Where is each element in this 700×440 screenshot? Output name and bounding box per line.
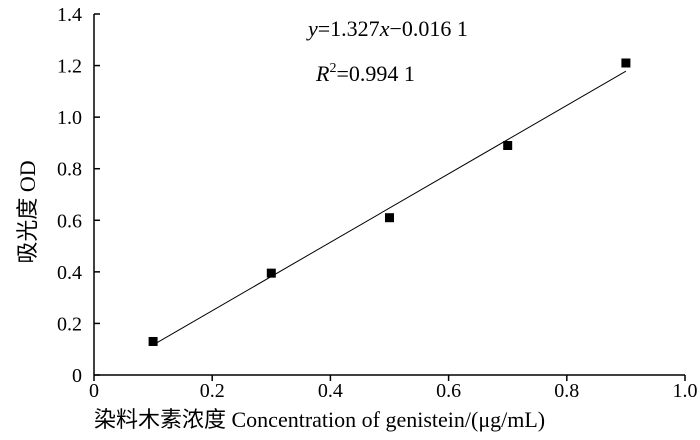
y-tick-label: 0.6: [57, 210, 82, 232]
equation-x-var: x: [379, 16, 390, 41]
r-squared-var: R: [315, 61, 330, 86]
x-tick-label: 0.2: [200, 380, 225, 402]
y-ticks: 0 0.2 0.4 0.6 0.8 1.0 1.2 1.4: [57, 4, 100, 387]
y-tick-label: 0: [72, 365, 82, 387]
trendline: [152, 70, 627, 346]
y-tick-label: 0.8: [57, 159, 82, 181]
r-squared-value: =0.994 1: [336, 61, 414, 86]
y-tick-label: 1.0: [57, 107, 82, 129]
x-tick-label: 0: [89, 380, 99, 402]
r-squared-sup: 2: [329, 61, 336, 76]
x-axis-label: 染料木素浓度 Concentration of genistein/(μg/mL…: [94, 407, 545, 432]
y-tick-label: 0.2: [57, 313, 82, 335]
data-point: [266, 268, 276, 278]
equation-y-var: y: [306, 16, 318, 41]
equation-mid: =1.327: [318, 16, 380, 41]
y-tick-label: 0.4: [57, 262, 82, 284]
y-axis-label: 吸光度 OD: [15, 160, 40, 263]
data-point: [148, 336, 158, 346]
equation-tail: −0.016 1: [389, 16, 467, 41]
x-tick-label: 0.8: [554, 380, 579, 402]
data-point: [503, 141, 513, 151]
data-point: [385, 213, 394, 223]
y-tick-label: 1.4: [57, 4, 82, 26]
equation-annotation: y=1.327x−0.016 1: [306, 16, 468, 41]
r-squared-annotation: R2=0.994 1: [315, 61, 415, 86]
y-tick-label: 1.2: [57, 56, 82, 78]
data-point: [621, 58, 631, 68]
x-tick-label: 1.0: [673, 380, 698, 402]
x-ticks: 0 0.2 0.4 0.6 0.8 1.0: [89, 375, 698, 402]
x-tick-label: 0.4: [318, 380, 343, 402]
x-tick-label: 0.6: [436, 380, 461, 402]
plot-area: 0 0.2 0.4 0.6 0.8 1.0 0 0.2 0.4 0.6 0.8 1.0 1.2 1.4: [57, 4, 698, 402]
data-points: [148, 58, 631, 346]
